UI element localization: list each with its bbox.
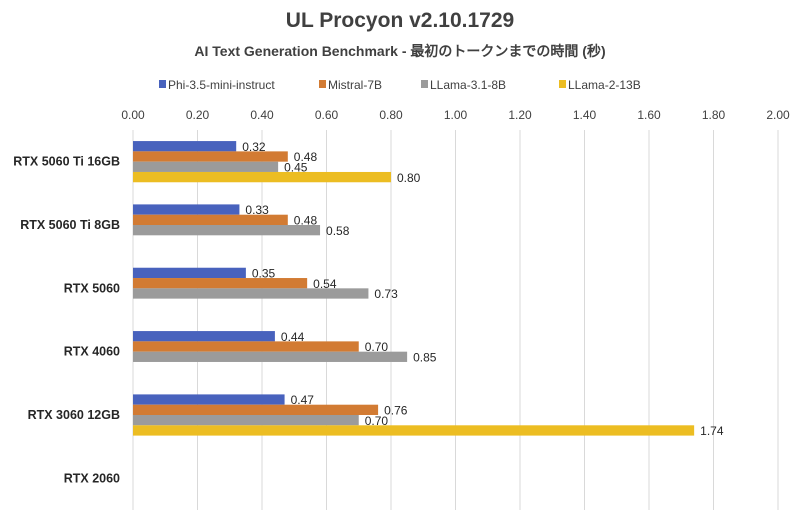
bar — [133, 425, 695, 436]
data-label: 0.45 — [284, 160, 308, 174]
bar — [133, 225, 321, 236]
bar — [133, 278, 308, 289]
x-tick-label: 1.20 — [508, 108, 532, 122]
data-label: 0.76 — [384, 404, 408, 418]
data-label: 0.80 — [397, 171, 421, 185]
category-label: RTX 3060 12GB — [28, 408, 120, 422]
x-tick-label: 0.80 — [379, 108, 403, 122]
category-label: RTX 2060 — [64, 471, 120, 485]
legend-label: Phi-3.5-mini-instruct — [168, 78, 275, 92]
x-axis-ticks: 0.00 0.20 0.40 0.60 0.80 1.00 1.20 1.40 1.60 1.80… — [121, 108, 790, 122]
legend-swatch — [319, 80, 326, 88]
gridlines — [132, 130, 779, 510]
legend-swatch — [421, 80, 428, 88]
bar — [133, 214, 288, 225]
bar — [133, 288, 369, 299]
x-tick-label: 2.00 — [766, 108, 790, 122]
bars: 0.320.480.450.800.330.480.580.350.540.73… — [133, 140, 724, 438]
data-label: 0.48 — [294, 150, 318, 164]
legend-label: LLama-2-13B — [568, 78, 641, 92]
category-label: RTX 5060 — [64, 281, 120, 295]
category-label: RTX 5060 Ti 8GB — [20, 218, 120, 232]
x-tick-label: 0.60 — [315, 108, 339, 122]
legend: Phi-3.5-mini-instruct Mistral-7B LLama-3.1… — [159, 78, 641, 92]
data-label: 0.70 — [365, 414, 389, 428]
data-label: 1.74 — [700, 424, 724, 438]
category-label: RTX 5060 Ti 16GB — [13, 155, 120, 169]
data-label: 0.73 — [374, 287, 398, 301]
bar — [133, 394, 285, 405]
bar — [133, 404, 379, 415]
legend-label: LLama-3.1-8B — [430, 78, 506, 92]
chart-title: UL Procyon v2.10.1729 — [286, 9, 514, 32]
data-label: 0.48 — [294, 214, 318, 228]
data-label: 0.35 — [252, 267, 276, 281]
data-label: 0.44 — [281, 330, 305, 344]
x-tick-label: 1.00 — [444, 108, 468, 122]
bar — [133, 341, 359, 352]
bar — [133, 151, 288, 162]
chart-subtitle: AI Text Generation Benchmark - 最初のトークンまで… — [194, 43, 605, 59]
data-label: 0.47 — [291, 393, 315, 407]
x-tick-label: 1.60 — [637, 108, 661, 122]
x-tick-label: 0.40 — [250, 108, 274, 122]
x-tick-label: 1.80 — [702, 108, 726, 122]
legend-swatch — [559, 80, 566, 88]
bar — [133, 161, 279, 172]
bar — [133, 204, 240, 215]
category-label: RTX 4060 — [64, 345, 120, 359]
bar — [133, 267, 246, 279]
data-label: 0.33 — [245, 203, 269, 217]
bar — [133, 171, 391, 183]
bar — [133, 141, 237, 152]
data-label: 0.32 — [242, 140, 266, 154]
x-tick-label: 0.20 — [186, 108, 210, 122]
bar — [133, 331, 275, 342]
data-label: 0.70 — [365, 340, 389, 354]
legend-swatch — [159, 80, 166, 88]
bar — [133, 415, 359, 426]
bar — [133, 351, 408, 362]
data-label: 0.85 — [413, 350, 437, 364]
data-label: 0.54 — [313, 277, 337, 291]
data-label: 0.58 — [326, 224, 350, 238]
x-tick-label: 1.40 — [573, 108, 597, 122]
legend-label: Mistral-7B — [328, 78, 382, 92]
y-axis-categories: RTX 5060 Ti 16GB RTX 5060 Ti 8GB RTX 5060 R… — [13, 155, 120, 486]
x-tick-label: 0.00 — [121, 108, 145, 122]
